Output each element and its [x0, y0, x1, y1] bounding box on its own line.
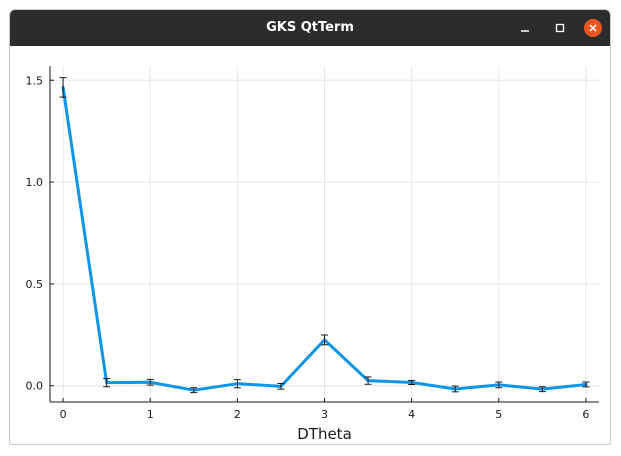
- error-bar: [321, 334, 328, 346]
- x-tick-label: 3: [321, 408, 328, 421]
- x-tick-label: 1: [147, 408, 154, 421]
- error-bar: [364, 376, 372, 385]
- error-bar: [103, 378, 111, 388]
- error-bar: [59, 77, 67, 98]
- x-axis-label: DTheta: [297, 425, 352, 443]
- x-tick-label: 6: [582, 408, 589, 421]
- error-bar: [277, 382, 285, 390]
- close-button[interactable]: [584, 19, 602, 37]
- x-tick-label: 2: [234, 408, 241, 421]
- window-title: GKS QtTerm: [266, 20, 354, 35]
- maximize-button[interactable]: [550, 18, 570, 38]
- error-bars: [59, 77, 590, 394]
- y-tick-label: 1.0: [26, 176, 44, 189]
- title-bar[interactable]: GKS QtTerm: [10, 10, 610, 46]
- minimize-button[interactable]: [515, 18, 535, 38]
- x-tick-label: 0: [60, 408, 67, 421]
- error-bar: [495, 381, 503, 389]
- close-icon: [589, 24, 597, 32]
- grid-lines: [50, 66, 599, 402]
- error-bar: [146, 378, 154, 386]
- app-window: GKS QtTerm 0 1 2 3 4 5 6 0.0 0.5 1.0 1.5 DTheta: [9, 9, 611, 445]
- y-tick-label: 0.5: [26, 278, 44, 291]
- axes: [49, 66, 599, 403]
- error-bar: [582, 381, 590, 388]
- x-tick-label: 5: [495, 408, 502, 421]
- y-tick-label: 0.0: [26, 380, 44, 393]
- error-bar: [190, 387, 198, 394]
- x-tick-label: 4: [408, 408, 415, 421]
- minimize-icon: [521, 30, 529, 32]
- maximize-icon: [555, 23, 565, 33]
- plot-canvas: 0 1 2 3 4 5 6 0.0 0.5 1.0 1.5 DTheta: [26, 66, 599, 443]
- y-tick-label: 1.5: [26, 74, 44, 87]
- error-bar: [538, 386, 546, 393]
- error-bar: [408, 379, 416, 385]
- tick-labels: 0 1 2 3 4 5 6 0.0 0.5 1.0 1.5: [26, 74, 590, 421]
- error-bar: [233, 379, 241, 389]
- error-bar: [451, 385, 459, 393]
